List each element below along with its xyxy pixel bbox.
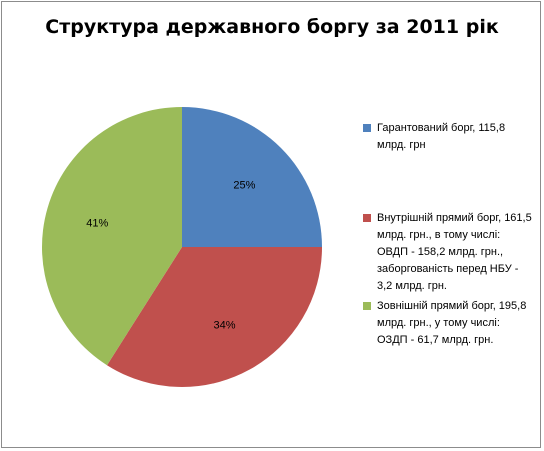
legend-label-3: Зовнішній прямий борг, 195,8 млрд. грн.,… [377,300,527,346]
legend-swatch-1 [363,124,371,132]
legend-item-1: Гарантований борг, 115,8 млрд. грн [363,120,533,154]
pie-slice-label-1: 25% [233,180,255,192]
pie-slice-label-2: 34% [213,319,235,331]
legend-label-2: Внутрішній прямий борг, 161,5 млрд. грн.… [377,212,532,292]
legend-item-3: Зовнішній прямий борг, 195,8 млрд. грн.,… [363,298,533,349]
pie-slice-3 [41,107,182,366]
pie-slice-2 [106,247,322,388]
pie-slice-label-3: 41% [86,217,108,229]
legend-label-1: Гарантований борг, 115,8 млрд. грн [377,122,506,151]
pie-slice-1 [182,107,322,247]
chart-title: Структура державного боргу за 2011 рік [45,16,499,38]
legend-item-2: Внутрішній прямий борг, 161,5 млрд. грн.… [363,210,533,295]
legend-swatch-2 [363,214,371,222]
legend-swatch-3 [363,302,371,310]
